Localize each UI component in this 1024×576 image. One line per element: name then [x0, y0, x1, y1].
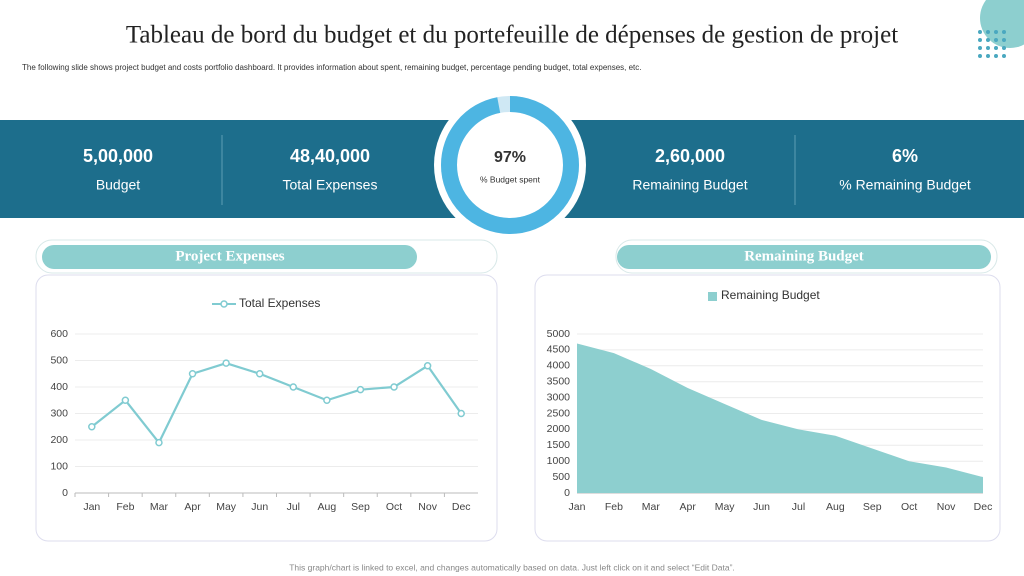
x-tick-label: Nov: [418, 501, 437, 513]
line-series: [91, 361, 463, 445]
decoration: [980, 0, 1024, 48]
panel-pill: [42, 245, 417, 269]
kpi-value: 2,60,000: [655, 146, 725, 166]
x-tick-label: Aug: [318, 501, 337, 513]
y-tick-label: 100: [50, 460, 68, 472]
kpi-value: 6%: [892, 146, 918, 166]
x-tick-label: Mar: [642, 501, 661, 513]
x-tick-label: Jan: [83, 501, 100, 513]
x-tick-label: May: [715, 501, 736, 513]
point: [457, 409, 465, 418]
x-tick-label: Nov: [937, 501, 956, 513]
legend-label: Total Expenses: [239, 296, 320, 310]
y-tick-label: 5000: [547, 328, 571, 340]
x-tick-label: Jun: [251, 501, 268, 513]
x-tick-label: Jul: [287, 501, 300, 513]
y-tick-label: 200: [50, 434, 68, 446]
y-tick-label: 3500: [547, 375, 571, 387]
chart-frame: [534, 274, 1001, 542]
x-tick-label: Feb: [116, 501, 134, 513]
panel-title: Project Expenses: [175, 248, 284, 264]
y-tick-label: 1500: [547, 439, 571, 451]
kpi-label: % Remaining Budget: [839, 177, 971, 193]
panel-frame: [615, 239, 998, 274]
y-tick-label: 300: [50, 407, 68, 419]
x-tick-label: Jul: [792, 501, 805, 513]
y-tick-label: 1000: [547, 455, 571, 467]
y-tick-label: 500: [552, 471, 570, 483]
y-tick-label: 2000: [547, 423, 571, 435]
x-tick-label: Sep: [863, 501, 882, 513]
x-tick-label: Dec: [974, 501, 993, 513]
x-tick-label: Oct: [901, 501, 917, 513]
x-tick-label: Oct: [386, 501, 402, 513]
kpi-value: 48,40,000: [290, 146, 370, 166]
x-tick-label: Jan: [569, 501, 586, 513]
point: [88, 423, 96, 431]
x-tick-label: Apr: [680, 501, 697, 513]
point: [423, 362, 432, 370]
y-tick-label: 500: [50, 354, 68, 366]
point: [255, 370, 264, 378]
title: Tableau de bord du budget et du portefeu…: [126, 22, 898, 49]
y-tick-label: 600: [50, 328, 68, 340]
chart-frame: [35, 274, 498, 542]
donut-arc: [441, 96, 579, 234]
legend-swatch: [708, 292, 717, 301]
y-tick-label: 4000: [547, 360, 571, 372]
point: [289, 383, 298, 391]
panel-frame: [35, 239, 498, 274]
x-tick-label: Jun: [753, 501, 770, 513]
donut-label: 97%: [494, 149, 526, 166]
kpi-label: Total Expenses: [283, 177, 378, 193]
point: [155, 438, 163, 447]
panel-title: Remaining Budget: [744, 248, 864, 264]
x-tick-label: May: [216, 501, 237, 513]
legend-marker: [220, 300, 228, 308]
x-tick-label: Mar: [150, 501, 169, 513]
legend-label: Remaining Budget: [721, 288, 820, 302]
y-tick-label: 0: [62, 487, 68, 499]
y-tick-label: 0: [564, 487, 570, 499]
dot-grid: [978, 30, 1006, 58]
y-tick-label: 3000: [547, 391, 571, 403]
subtitle: The following slide shows project budget…: [22, 63, 642, 72]
point: [323, 396, 331, 404]
y-tick-label: 2500: [547, 407, 571, 419]
x-tick-label: Feb: [605, 501, 623, 513]
point: [356, 385, 365, 394]
point: [390, 383, 398, 391]
footer: This graph/chart is linked to excel, and…: [289, 562, 735, 572]
x-tick-label: Dec: [452, 501, 471, 513]
point: [188, 370, 197, 378]
kpi-label: Remaining Budget: [632, 177, 747, 193]
point: [121, 396, 130, 404]
x-tick-label: Sep: [351, 501, 370, 513]
panel-pill: [617, 245, 991, 269]
x-tick-label: Aug: [826, 501, 845, 513]
x-tick-label: Apr: [184, 501, 201, 513]
point: [222, 359, 230, 367]
y-tick-label: 400: [50, 381, 68, 393]
area-series: [577, 343, 983, 493]
kpi-value: 5,00,000: [83, 146, 153, 166]
donut-caption: % Budget spent: [480, 174, 541, 184]
kpi-label: Budget: [96, 177, 140, 193]
y-tick-label: 4500: [547, 344, 571, 356]
